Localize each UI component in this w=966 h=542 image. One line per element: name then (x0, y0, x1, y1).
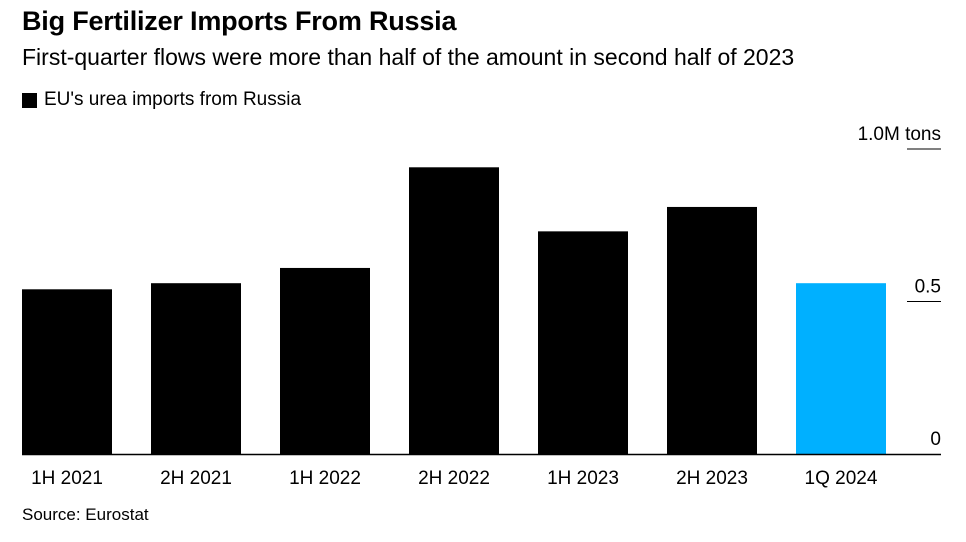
source-note: Source: Eurostat (22, 505, 149, 524)
bar (796, 283, 886, 454)
y-tick-label: 1.0M tons (858, 124, 941, 145)
bar (22, 289, 112, 454)
chart-title: Big Fertilizer Imports From Russia (22, 6, 457, 36)
bar (538, 231, 628, 454)
x-tick-label: 2H 2022 (418, 468, 490, 489)
bar (151, 283, 241, 454)
legend-swatch (22, 92, 37, 108)
x-tick-label: 1Q 2024 (805, 468, 878, 489)
bar (409, 167, 499, 455)
legend-label: EU's urea imports from Russia (44, 89, 302, 110)
chart-subtitle: First-quarter flows were more than half … (22, 44, 795, 70)
legend: EU's urea imports from Russia (22, 88, 301, 112)
x-tick-label: 1H 2021 (31, 468, 103, 489)
bar (280, 267, 370, 454)
x-tick-label: 2H 2021 (160, 468, 232, 489)
bar (667, 206, 757, 454)
x-tick-label: 1H 2023 (547, 468, 619, 489)
x-tick-label: 1H 2022 (289, 468, 361, 489)
x-tick-label: 2H 2023 (676, 468, 748, 489)
y-tick-label: 0.5 (915, 277, 941, 298)
y-tick-label: 0 (930, 429, 941, 450)
